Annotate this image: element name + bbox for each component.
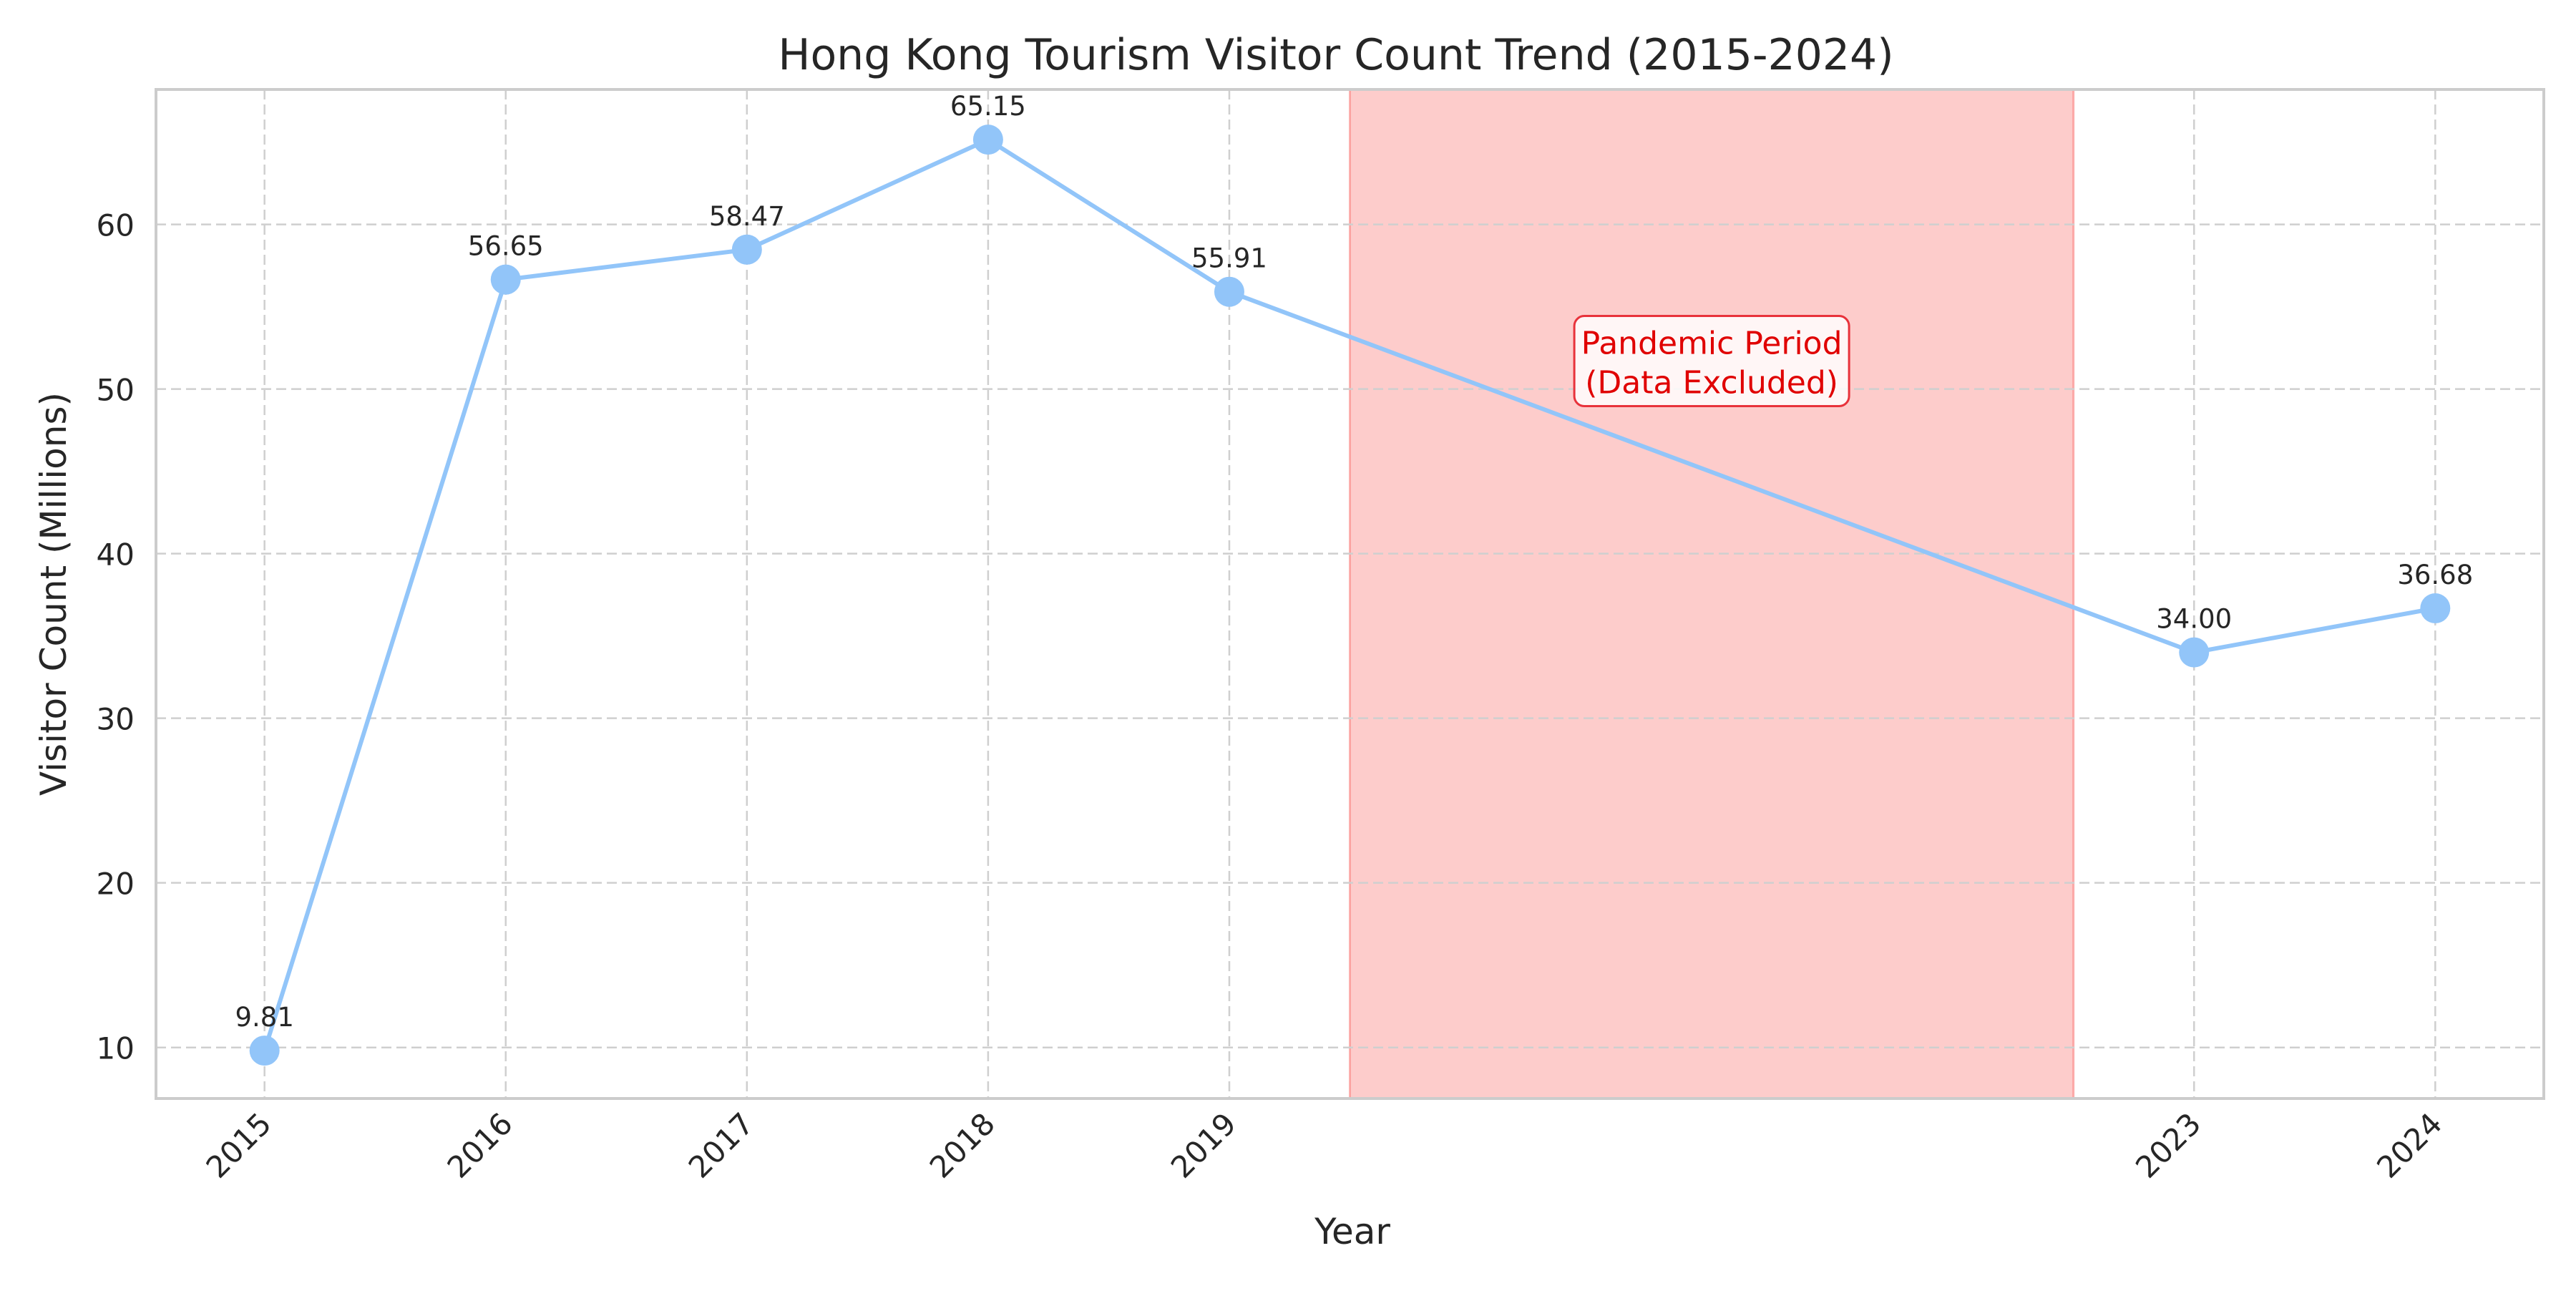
x-tick-label: 2019 — [1164, 1106, 1243, 1184]
data-label: 55.91 — [1191, 243, 1267, 274]
y-tick-label: 60 — [97, 208, 135, 243]
chart-title: Hong Kong Tourism Visitor Count Trend (2… — [778, 30, 1893, 80]
y-tick-label: 10 — [97, 1031, 135, 1066]
y-tick-label: 20 — [97, 867, 135, 902]
data-point — [2179, 637, 2210, 668]
data-point — [2420, 593, 2451, 624]
data-label: 34.00 — [2156, 604, 2232, 635]
plot-frame — [155, 88, 2545, 1100]
data-label: 56.65 — [468, 231, 544, 262]
data-label: 9.81 — [235, 1002, 293, 1033]
data-point — [249, 1036, 280, 1066]
data-label: 36.68 — [2397, 560, 2473, 590]
y-tick-label: 50 — [97, 373, 135, 408]
x-tick-label: 2018 — [923, 1106, 1002, 1184]
annotation-box — [1573, 315, 1850, 408]
x-tick-label: 2015 — [200, 1106, 278, 1184]
data-point — [972, 125, 1003, 155]
x-tick-label: 2024 — [2370, 1106, 2449, 1184]
data-point — [1214, 276, 1244, 307]
y-axis-label: Visitor Count (Millions) — [33, 392, 74, 796]
x-tick-label: 2016 — [441, 1106, 519, 1184]
data-point — [490, 264, 521, 295]
y-tick-label: 30 — [97, 702, 135, 737]
y-tick-label: 40 — [97, 537, 135, 573]
data-point — [731, 234, 762, 265]
pandemic-shaded-region — [1349, 88, 2075, 1100]
annotation-text: Pandemic Period — [1581, 326, 1843, 362]
x-axis-label: Year — [1314, 1211, 1390, 1252]
annotation-text: (Data Excluded) — [1585, 365, 1838, 401]
data-label: 58.47 — [709, 201, 785, 232]
x-tick-label: 2023 — [2129, 1106, 2207, 1184]
data-label: 65.15 — [950, 91, 1026, 122]
x-tick-label: 2017 — [682, 1106, 761, 1184]
